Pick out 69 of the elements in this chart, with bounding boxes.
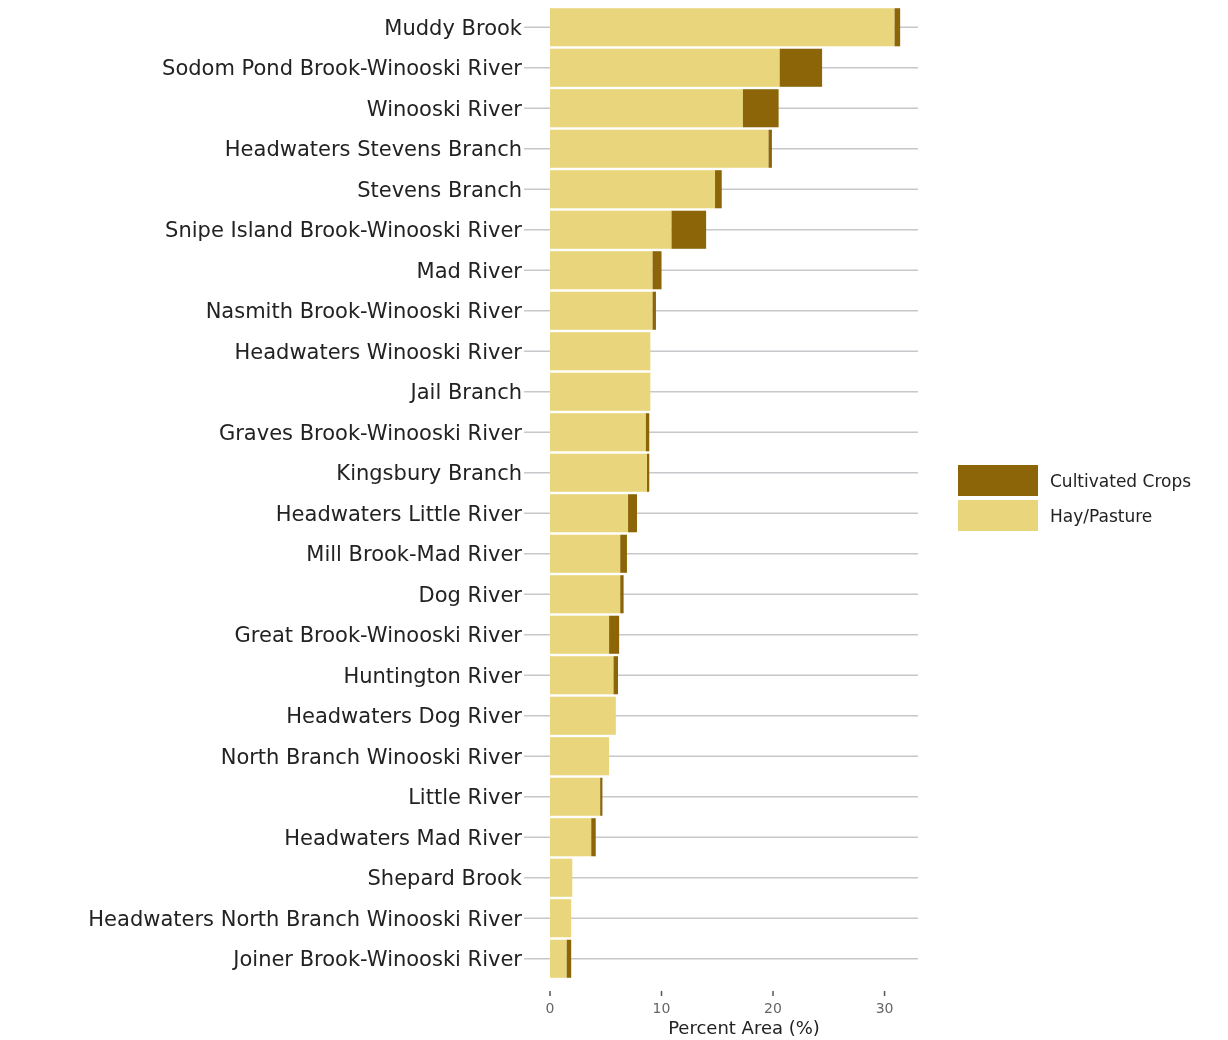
bar [550, 251, 653, 290]
bar [779, 48, 823, 87]
bar [620, 534, 627, 573]
bar [715, 170, 722, 209]
bar [550, 332, 651, 371]
bar [894, 8, 901, 47]
bar [550, 129, 769, 168]
bar [550, 8, 895, 47]
y-tick-label: Headwaters Stevens Branch [224, 137, 522, 162]
bar [742, 89, 779, 128]
y-tick-label: North Branch Winooski River [220, 744, 523, 769]
bar [550, 453, 648, 492]
bar [550, 777, 601, 816]
y-tick-label: Nasmith Brook-Winooski River [205, 299, 523, 324]
y-tick-label: Sodom Pond Brook-Winooski River [162, 56, 523, 81]
y-tick-label: Headwaters Winooski River [234, 339, 523, 364]
bar [550, 656, 614, 695]
bar [550, 575, 621, 614]
bar [768, 129, 772, 168]
y-tick-label: Joiner Brook-Winooski River [231, 947, 523, 972]
bar [550, 737, 610, 776]
bar [550, 858, 573, 897]
y-tick-label: Huntington River [343, 663, 523, 688]
y-tick-label: Headwaters Dog River [286, 704, 523, 729]
y-tick-label: Jail Branch [408, 380, 522, 405]
x-axis-title: Percent Area (%) [668, 1017, 820, 1038]
bar [550, 291, 653, 330]
bar [671, 210, 707, 249]
bar [609, 615, 620, 654]
bar [550, 696, 616, 735]
bar [550, 48, 780, 87]
bar [550, 210, 672, 249]
bar [645, 413, 650, 452]
y-tick-label: Muddy Brook [384, 15, 523, 40]
x-tick-label: 10 [652, 1000, 671, 1016]
bar [550, 615, 610, 654]
bar [620, 575, 624, 614]
bar [652, 251, 662, 290]
y-tick-label: Snipe Island Brook-Winooski River [165, 218, 523, 243]
bar [550, 89, 743, 128]
y-tick-label: Great Brook-Winooski River [234, 623, 523, 648]
bar [550, 939, 567, 978]
x-tick-label: 30 [875, 1000, 894, 1016]
bar [550, 899, 572, 938]
y-tick-label: Shepard Brook [367, 866, 523, 891]
bar [628, 494, 637, 533]
y-tick-label: Headwaters Mad River [284, 825, 523, 850]
bar [550, 413, 646, 452]
bar [550, 818, 592, 857]
y-tick-label: Kingsbury Branch [336, 461, 522, 486]
y-tick-label: Headwaters North Branch Winooski River [88, 906, 523, 931]
y-tick-label: Little River [408, 785, 523, 810]
y-tick-label: Winooski River [366, 96, 523, 121]
x-tick-label: 0 [545, 1000, 555, 1016]
y-tick-label: Graves Brook-Winooski River [218, 420, 523, 445]
y-tick-label: Mad River [416, 258, 523, 283]
y-tick-label: Headwaters Little River [275, 501, 523, 526]
bar [550, 534, 621, 573]
bar [652, 291, 656, 330]
legend-label: Hay/Pasture [1050, 505, 1153, 526]
y-tick-label: Stevens Branch [357, 177, 522, 202]
bar [550, 494, 629, 533]
bar [550, 372, 651, 411]
bar [591, 818, 596, 857]
y-tick-label: Dog River [418, 582, 523, 607]
x-tick-label: 20 [764, 1000, 782, 1016]
bar [550, 170, 716, 209]
y-tick-label: Mill Brook-Mad River [306, 542, 523, 567]
legend-label: Cultivated Crops [1050, 470, 1192, 491]
